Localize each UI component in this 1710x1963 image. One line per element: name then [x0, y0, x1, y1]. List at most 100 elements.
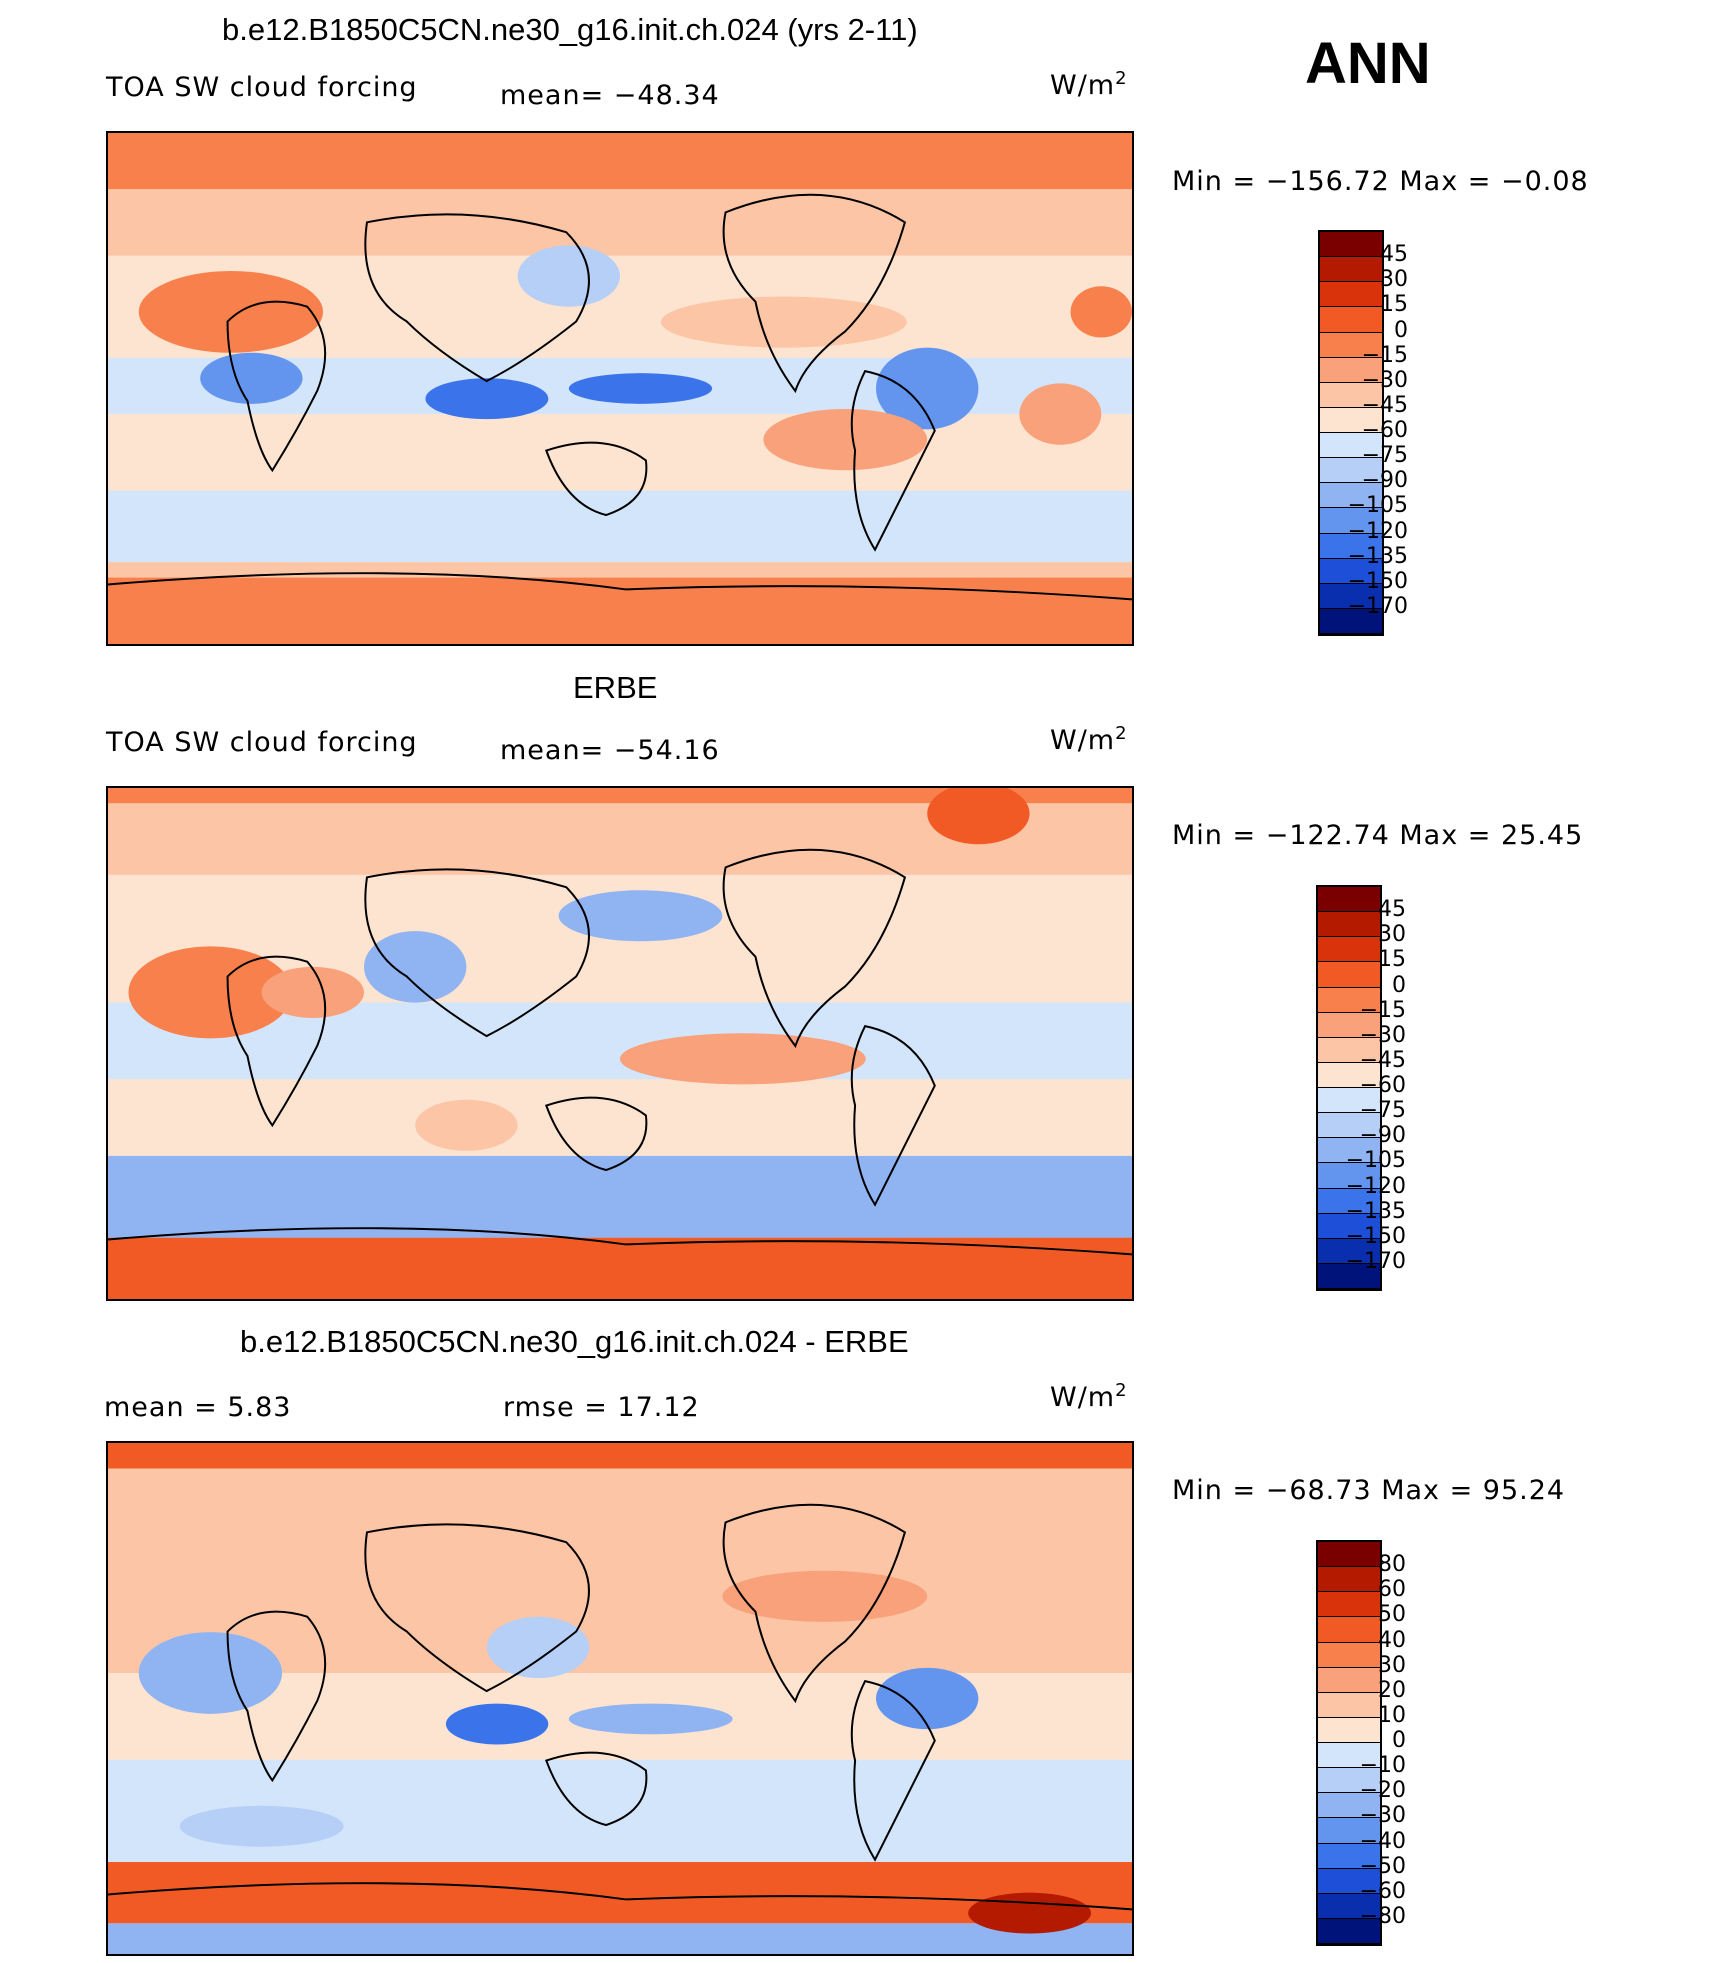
panel3-colorbar — [1316, 1540, 1382, 1946]
colorbar-swatch — [1318, 1793, 1380, 1819]
colorbar-swatch — [1320, 307, 1382, 333]
colorbar-swatch — [1320, 608, 1382, 634]
colorbar-level-label: 15 — [1380, 292, 1408, 318]
field-band — [108, 1443, 1132, 1469]
field-band — [108, 414, 1132, 491]
field-blob — [517, 245, 620, 307]
colorbar-swatch — [1320, 257, 1382, 283]
coastline — [545, 441, 648, 517]
field-blob — [927, 788, 1030, 845]
panel1-mean: mean= −48.34 — [500, 80, 720, 111]
colorbar-level-label: 60 — [1378, 1577, 1406, 1603]
colorbar-swatch — [1318, 1692, 1380, 1718]
colorbar-swatch — [1320, 558, 1382, 584]
field-blob — [138, 270, 324, 353]
colorbar-level-label: −15 — [1361, 342, 1408, 368]
coastline — [108, 1227, 1132, 1256]
field-blob — [425, 378, 549, 420]
panel3-mean: mean = 5.83 — [104, 1392, 292, 1423]
field-band — [108, 577, 1132, 644]
colorbar-level-label: 50 — [1378, 1602, 1406, 1628]
colorbar-swatch — [1318, 1188, 1380, 1214]
colorbar-level-label: −150 — [1345, 1223, 1406, 1249]
colorbar-level-label: −30 — [1359, 1022, 1406, 1048]
panel3-title: b.e12.B1850C5CN.ne30_g16.init.ch.024 - E… — [240, 1324, 909, 1359]
coastline — [850, 370, 936, 552]
panel2-unit: W/m2 — [1050, 723, 1128, 756]
coastline — [364, 213, 590, 383]
panel3-map — [106, 1441, 1134, 1956]
colorbar-level-label: −60 — [1361, 418, 1408, 443]
colorbar-level-label: −90 — [1359, 1123, 1406, 1149]
panel3-minmax: Min = −68.73 Max = 95.24 — [1172, 1475, 1566, 1506]
colorbar-level-label: 0 — [1392, 1728, 1406, 1753]
field-band — [108, 1237, 1132, 1299]
field-blob — [261, 966, 364, 1018]
colorbar-level-label: −30 — [1359, 1803, 1406, 1829]
colorbar-swatch — [1318, 1542, 1380, 1568]
coastline — [364, 868, 590, 1038]
coastline — [226, 300, 327, 473]
colorbar-level-label: −75 — [1359, 1098, 1406, 1124]
colorbar-swatch — [1318, 1868, 1380, 1894]
colorbar-swatch — [1318, 1843, 1380, 1869]
coastline — [722, 848, 907, 1049]
colorbar-swatch — [1318, 1642, 1380, 1668]
colorbar-level-label: −120 — [1345, 1173, 1406, 1199]
panel1-minmax: Min = −156.72 Max = −0.08 — [1172, 166, 1589, 197]
colorbar-level-label: −45 — [1361, 392, 1408, 418]
field-band — [108, 788, 1132, 804]
colorbar-swatch — [1318, 1088, 1380, 1114]
colorbar-swatch — [1318, 937, 1380, 963]
colorbar-level-label: −15 — [1359, 997, 1406, 1023]
colorbar-level-label: −135 — [1347, 543, 1408, 569]
field-blob — [968, 1892, 1092, 1934]
coastline — [108, 572, 1132, 601]
colorbar-level-label: −60 — [1359, 1878, 1406, 1904]
coastline — [850, 1025, 936, 1207]
colorbar-level-label: 45 — [1380, 242, 1408, 268]
colorbar-swatch — [1318, 1667, 1380, 1693]
colorbar-swatch — [1318, 1893, 1380, 1919]
colorbar-swatch — [1318, 1163, 1380, 1189]
field-band — [108, 490, 1132, 563]
panel2-mean: mean= −54.16 — [500, 735, 720, 766]
colorbar-swatch — [1318, 987, 1380, 1013]
panel2-title: ERBE — [573, 670, 658, 705]
field-blob — [660, 296, 907, 348]
coastline — [722, 1503, 907, 1704]
field-blob — [568, 1703, 733, 1735]
field-band — [108, 1079, 1132, 1156]
colorbar-swatch — [1318, 1263, 1380, 1289]
colorbar-swatch — [1320, 533, 1382, 559]
colorbar-swatch — [1318, 1743, 1380, 1769]
coastline — [226, 1610, 327, 1783]
colorbar-swatch — [1320, 483, 1382, 509]
field-blob — [128, 946, 293, 1039]
field-blob — [568, 373, 713, 404]
field-band — [108, 1923, 1132, 1954]
colorbar-level-label: −75 — [1361, 443, 1408, 469]
panel1-title: b.e12.B1850C5CN.ne30_g16.init.ch.024 (yr… — [222, 12, 918, 47]
colorbar-swatch — [1318, 1238, 1380, 1264]
field-blob — [620, 1033, 866, 1085]
colorbar-level-label: −30 — [1361, 367, 1408, 393]
colorbar-level-label: 20 — [1378, 1677, 1406, 1703]
field-band — [108, 189, 1132, 256]
coastline — [722, 193, 907, 394]
field-band — [108, 133, 1132, 190]
colorbar-level-label: −20 — [1359, 1778, 1406, 1804]
colorbar-swatch — [1318, 1717, 1380, 1743]
colorbar-level-label: −60 — [1359, 1073, 1406, 1098]
colorbar-level-label: 40 — [1378, 1627, 1406, 1653]
colorbar-swatch — [1318, 1138, 1380, 1164]
field-blob — [876, 1667, 979, 1730]
colorbar-swatch — [1320, 332, 1382, 358]
colorbar-level-label: −120 — [1347, 518, 1408, 544]
colorbar-swatch — [1318, 887, 1380, 913]
colorbar-level-label: 15 — [1378, 947, 1406, 973]
field-blob — [200, 352, 303, 404]
panel3-unit: W/m2 — [1050, 1380, 1128, 1413]
colorbar-swatch — [1320, 232, 1382, 258]
season-label: ANN — [1305, 31, 1431, 96]
